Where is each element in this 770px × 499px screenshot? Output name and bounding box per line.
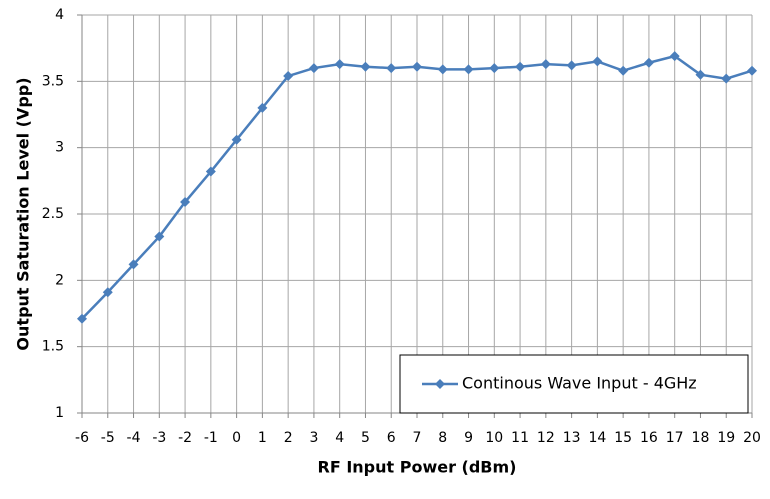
marker: [205, 166, 216, 177]
x-tick-label: 9: [464, 430, 473, 446]
x-tick-label: 18: [692, 430, 710, 446]
marker: [747, 65, 757, 76]
marker: [154, 231, 165, 242]
y-tick-label: 1: [55, 405, 64, 421]
x-tick-label: -1: [204, 430, 218, 446]
marker: [180, 197, 191, 208]
x-tick-label: 8: [438, 430, 447, 446]
marker: [334, 59, 345, 70]
marker: [669, 51, 680, 62]
marker: [463, 64, 474, 75]
marker: [540, 59, 551, 70]
y-tick-label: 4: [55, 7, 64, 23]
x-tick-label: 11: [511, 430, 529, 446]
x-tick-label: -3: [152, 430, 166, 446]
x-tick-label: 16: [640, 430, 658, 446]
marker: [515, 61, 526, 72]
x-tick-label: 1: [258, 430, 267, 446]
marker: [386, 63, 397, 74]
marker: [618, 65, 629, 76]
x-tick-label: 14: [588, 430, 606, 446]
x-tick-label: 19: [717, 430, 735, 446]
y-tick-label: 1.5: [42, 339, 64, 355]
marker: [721, 73, 732, 84]
marker: [437, 64, 448, 75]
marker: [231, 134, 242, 145]
y-tick-label: 3.5: [42, 73, 64, 89]
y-axis-title: Output Saturation Level (Vpp): [14, 77, 33, 350]
x-tick-label: 2: [284, 430, 293, 446]
marker: [283, 71, 294, 82]
x-tick-label: 0: [232, 430, 241, 446]
x-tick-label: 6: [387, 430, 396, 446]
marker: [128, 259, 139, 270]
marker: [489, 63, 500, 74]
x-tick-label: 17: [666, 430, 684, 446]
marker: [412, 61, 422, 72]
legend-marker: [435, 379, 445, 389]
x-tick-label: 7: [413, 430, 422, 446]
legend: Continous Wave Input - 4GHz: [399, 354, 749, 414]
marker: [77, 313, 87, 324]
x-tick-label: 15: [614, 430, 632, 446]
x-tick-label: 20: [743, 430, 761, 446]
x-tick-label: 10: [485, 430, 503, 446]
marker: [102, 287, 113, 298]
y-tick-label: 2.5: [42, 206, 64, 222]
x-tick-label: -6: [75, 430, 89, 446]
marker: [643, 57, 654, 68]
marker: [695, 69, 706, 80]
x-tick-label: 12: [537, 430, 555, 446]
marker: [360, 61, 371, 72]
x-tick-label: -4: [127, 430, 141, 446]
marker: [566, 60, 577, 71]
x-tick-label: -5: [101, 430, 115, 446]
legend-label: Continous Wave Input - 4GHz: [462, 374, 697, 393]
x-tick-label: 4: [335, 430, 344, 446]
y-tick-label: 3: [55, 140, 64, 156]
x-tick-label: 3: [309, 430, 318, 446]
y-tick-label: 2: [55, 272, 64, 288]
x-tick-label: -2: [178, 430, 192, 446]
x-tick-label: 13: [563, 430, 581, 446]
marker: [308, 63, 319, 74]
x-tick-label: 5: [361, 430, 370, 446]
x-axis-title: RF Input Power (dBm): [318, 458, 517, 477]
marker: [257, 102, 268, 113]
marker: [592, 56, 603, 67]
